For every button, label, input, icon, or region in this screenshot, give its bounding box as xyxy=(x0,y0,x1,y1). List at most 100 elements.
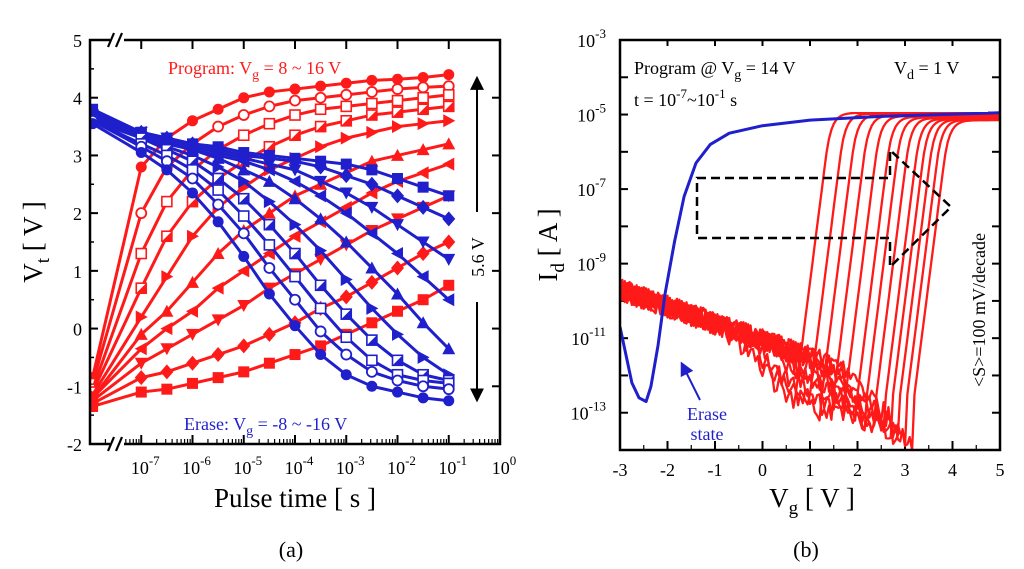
panel-b-frame xyxy=(618,38,1002,452)
data-point xyxy=(238,366,250,378)
data-point xyxy=(340,273,353,287)
data-point xyxy=(392,386,403,398)
data-point xyxy=(340,88,353,101)
data-point xyxy=(187,377,198,389)
subthreshold-slope-label: <S>=100 mV/decade xyxy=(969,233,989,387)
erase-state-pointer xyxy=(680,361,701,401)
data-point xyxy=(340,158,352,170)
data-point xyxy=(212,172,224,185)
data-point xyxy=(365,226,378,240)
program-range-label: Program: Vg = 8 ~ 16 V xyxy=(168,58,341,83)
data-point xyxy=(392,73,403,85)
data-point xyxy=(365,186,378,200)
a-ytick-label: 2 xyxy=(73,204,82,224)
erase-series xyxy=(90,118,455,407)
data-point xyxy=(187,229,199,243)
a-ytick-label: 3 xyxy=(73,146,82,166)
data-point xyxy=(365,365,378,378)
data-point xyxy=(392,305,403,317)
data-point xyxy=(391,374,404,387)
data-point xyxy=(392,120,404,134)
a-xtick-label: 10-3 xyxy=(336,453,365,478)
data-point xyxy=(263,100,276,113)
data-point xyxy=(212,120,225,133)
data-point xyxy=(90,118,99,130)
panel-b-tick-labels: -3 -2 -1 0 1 2 3 4 5 10-3 10-5 10-7 10-9 10-11 10-13 xyxy=(571,26,1005,480)
a-xtick-label: 100 xyxy=(492,453,517,478)
data-point xyxy=(211,247,225,260)
data-point xyxy=(314,175,328,188)
data-point xyxy=(417,81,430,94)
data-point xyxy=(237,129,250,142)
data-point xyxy=(288,174,301,188)
data-point xyxy=(391,94,404,107)
panel-a-xlabel: Pulse time [ s ] xyxy=(214,483,376,513)
pulse-time-range-label: t = 10-7~10-1 s xyxy=(634,86,737,110)
data-point xyxy=(314,103,327,116)
data-point xyxy=(187,187,198,199)
data-point xyxy=(416,316,430,329)
a-xtick-label: 10-6 xyxy=(182,453,211,478)
data-point xyxy=(135,161,147,173)
panel-b-ylabel: Id [ A ] xyxy=(533,208,569,281)
data-point xyxy=(366,74,378,86)
data-point xyxy=(443,395,455,407)
data-point xyxy=(90,400,99,412)
data-point xyxy=(262,163,275,177)
data-point xyxy=(366,125,379,139)
data-point xyxy=(339,235,353,248)
data-point xyxy=(238,174,251,188)
data-point xyxy=(212,184,224,196)
data-point xyxy=(237,163,251,176)
data-point xyxy=(339,289,353,305)
data-point xyxy=(263,262,276,274)
data-point xyxy=(186,304,198,318)
axis-break-slash xyxy=(106,436,116,452)
data-point xyxy=(289,218,302,232)
data-point xyxy=(289,83,301,95)
data-point xyxy=(365,176,379,192)
b-xtick-label: -1 xyxy=(708,460,723,480)
axis-break-slash xyxy=(114,32,124,48)
b-xtick-label: 3 xyxy=(901,460,910,480)
data-point xyxy=(211,281,224,295)
data-point xyxy=(289,320,301,332)
data-point xyxy=(315,340,327,352)
data-point xyxy=(391,106,404,118)
a-xtick-label: 10-1 xyxy=(438,453,467,478)
data-point xyxy=(416,236,430,249)
data-point xyxy=(237,154,250,168)
data-point xyxy=(442,234,456,250)
data-point xyxy=(365,201,379,214)
data-point xyxy=(212,103,224,115)
data-point xyxy=(212,372,224,384)
data-point xyxy=(288,229,301,243)
data-point xyxy=(135,310,148,324)
data-point xyxy=(289,109,301,121)
data-point xyxy=(416,246,430,262)
data-point xyxy=(263,357,275,369)
data-point xyxy=(135,247,148,260)
data-point xyxy=(288,164,302,177)
data-point xyxy=(161,383,173,395)
data-point xyxy=(186,172,199,185)
data-point xyxy=(263,86,275,98)
data-point xyxy=(391,219,404,232)
data-point xyxy=(417,350,430,364)
data-point xyxy=(340,77,352,89)
data-point xyxy=(366,97,378,110)
data-point xyxy=(135,207,148,220)
data-point xyxy=(314,253,328,266)
data-point xyxy=(391,83,404,95)
data-point xyxy=(365,261,379,274)
program-series-line xyxy=(91,142,450,399)
data-point xyxy=(416,166,429,180)
data-point xyxy=(134,327,148,340)
data-point xyxy=(289,349,301,361)
data-point xyxy=(238,250,250,262)
panel-b-plot-area xyxy=(620,111,1000,450)
data-point xyxy=(237,299,251,312)
data-point xyxy=(314,325,327,338)
data-point xyxy=(238,92,250,104)
data-point xyxy=(417,181,429,193)
